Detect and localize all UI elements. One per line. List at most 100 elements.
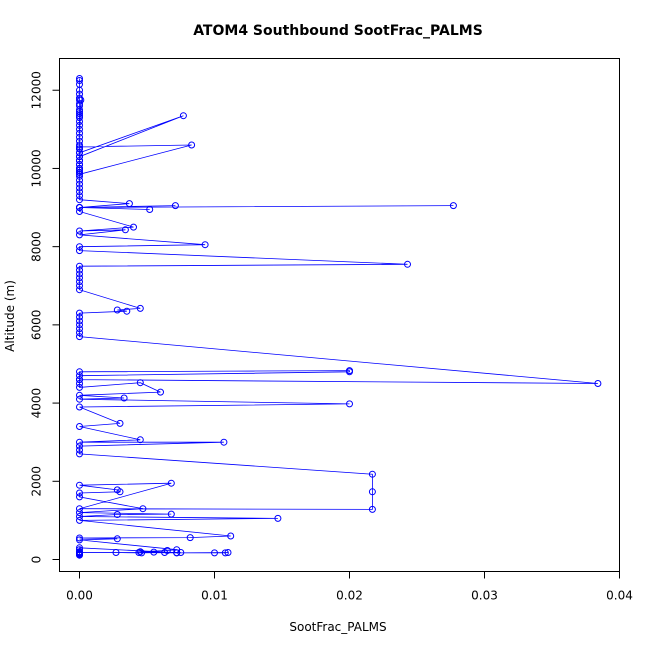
data-point: [76, 286, 83, 294]
data-point: [76, 192, 83, 200]
data-point: [76, 309, 83, 317]
x-tick-label: 0.03: [471, 589, 498, 603]
data-point: [121, 226, 129, 234]
data-point: [76, 329, 83, 337]
data-point: [76, 321, 83, 329]
data-point: [76, 317, 83, 325]
x-tick-label: 0.01: [201, 589, 228, 603]
data-point: [76, 274, 83, 282]
data-point: [130, 223, 137, 231]
y-tick-label: 2000: [30, 466, 44, 497]
data-point: [76, 204, 83, 211]
data-point: [171, 202, 179, 210]
data-point: [76, 247, 83, 255]
data-point: [368, 488, 376, 496]
data-point: [76, 534, 83, 542]
data-point: [76, 110, 83, 118]
data-point: [76, 188, 83, 196]
data-point: [76, 86, 83, 94]
data-point: [221, 549, 229, 557]
data-point: [146, 206, 154, 213]
data-point: [76, 282, 83, 290]
y-tick-label: 8000: [30, 231, 44, 262]
data-point: [346, 400, 353, 408]
data-point: [76, 180, 83, 188]
data-point: [76, 450, 83, 458]
data-point: [139, 505, 147, 513]
data-point: [76, 368, 83, 376]
y-axis-label: Altitude (m): [3, 280, 17, 352]
data-point: [76, 266, 83, 274]
data-point: [136, 436, 144, 444]
data-point: [76, 446, 83, 454]
data-point: [76, 270, 83, 278]
data-point: [173, 549, 181, 557]
data-point: [76, 118, 83, 125]
data-point: [76, 125, 83, 133]
x-tick-label: 0.04: [606, 589, 633, 603]
data-point: [76, 438, 83, 446]
data-point: [76, 423, 83, 430]
data-point: [76, 149, 83, 157]
y-tick-label: 0: [30, 556, 44, 564]
chart-title: ATOM4 Southbound SootFrac_PALMS: [193, 23, 483, 39]
x-axis-label: SootFrac_PALMS: [289, 620, 386, 634]
y-tick-label: 12000: [30, 71, 44, 109]
data-point: [76, 114, 83, 122]
series-layer: [76, 75, 602, 559]
data-point: [161, 549, 169, 556]
y-tick-label: 10000: [30, 149, 44, 187]
data-point: [449, 202, 457, 210]
data-point: [76, 383, 83, 391]
data-point: [76, 325, 83, 333]
data-point: [76, 333, 83, 341]
data-point: [136, 379, 144, 387]
data-point: [76, 372, 83, 380]
data-point: [76, 376, 83, 384]
data-point: [76, 505, 83, 513]
data-point: [76, 481, 83, 489]
data-point: [150, 548, 158, 556]
data-point: [76, 551, 83, 559]
data-point: [76, 313, 83, 321]
data-point: [404, 260, 411, 268]
data-point: [76, 176, 83, 184]
data-point: [76, 231, 83, 239]
data-point: [123, 307, 131, 315]
data-point: [167, 510, 175, 518]
data-point: [76, 145, 83, 153]
data-point: [113, 511, 121, 518]
data-point: [76, 227, 83, 235]
data-point: [227, 532, 235, 540]
x-tick-label: 0.00: [66, 589, 93, 603]
data-point: [76, 129, 83, 137]
data-point: [113, 535, 121, 543]
y-axis: 0 2000 4000 6000 8000 10000 12000: [30, 71, 60, 563]
data-point: [274, 514, 282, 522]
data-point: [113, 306, 121, 314]
data-point: [179, 112, 187, 120]
data-point: [76, 403, 83, 411]
data-point: [135, 549, 143, 556]
y-tick-label: 4000: [30, 388, 44, 419]
data-point: [76, 172, 83, 180]
data-point: [76, 184, 83, 192]
data-point: [167, 479, 175, 487]
data-point: [125, 200, 133, 208]
data-point: [76, 121, 83, 129]
data-point: [76, 380, 83, 387]
data-point: [76, 133, 83, 141]
plot-frame: [59, 58, 620, 572]
data-point: [76, 157, 83, 165]
data-point: [186, 534, 194, 542]
data-point: [76, 153, 83, 161]
data-point: [76, 391, 83, 399]
data-point: [76, 442, 83, 450]
data-point: [177, 549, 185, 556]
data-point: [77, 96, 85, 104]
data-point: [76, 77, 83, 84]
data-point: [76, 161, 83, 168]
data-point: [188, 141, 196, 149]
data-point: [211, 549, 218, 557]
